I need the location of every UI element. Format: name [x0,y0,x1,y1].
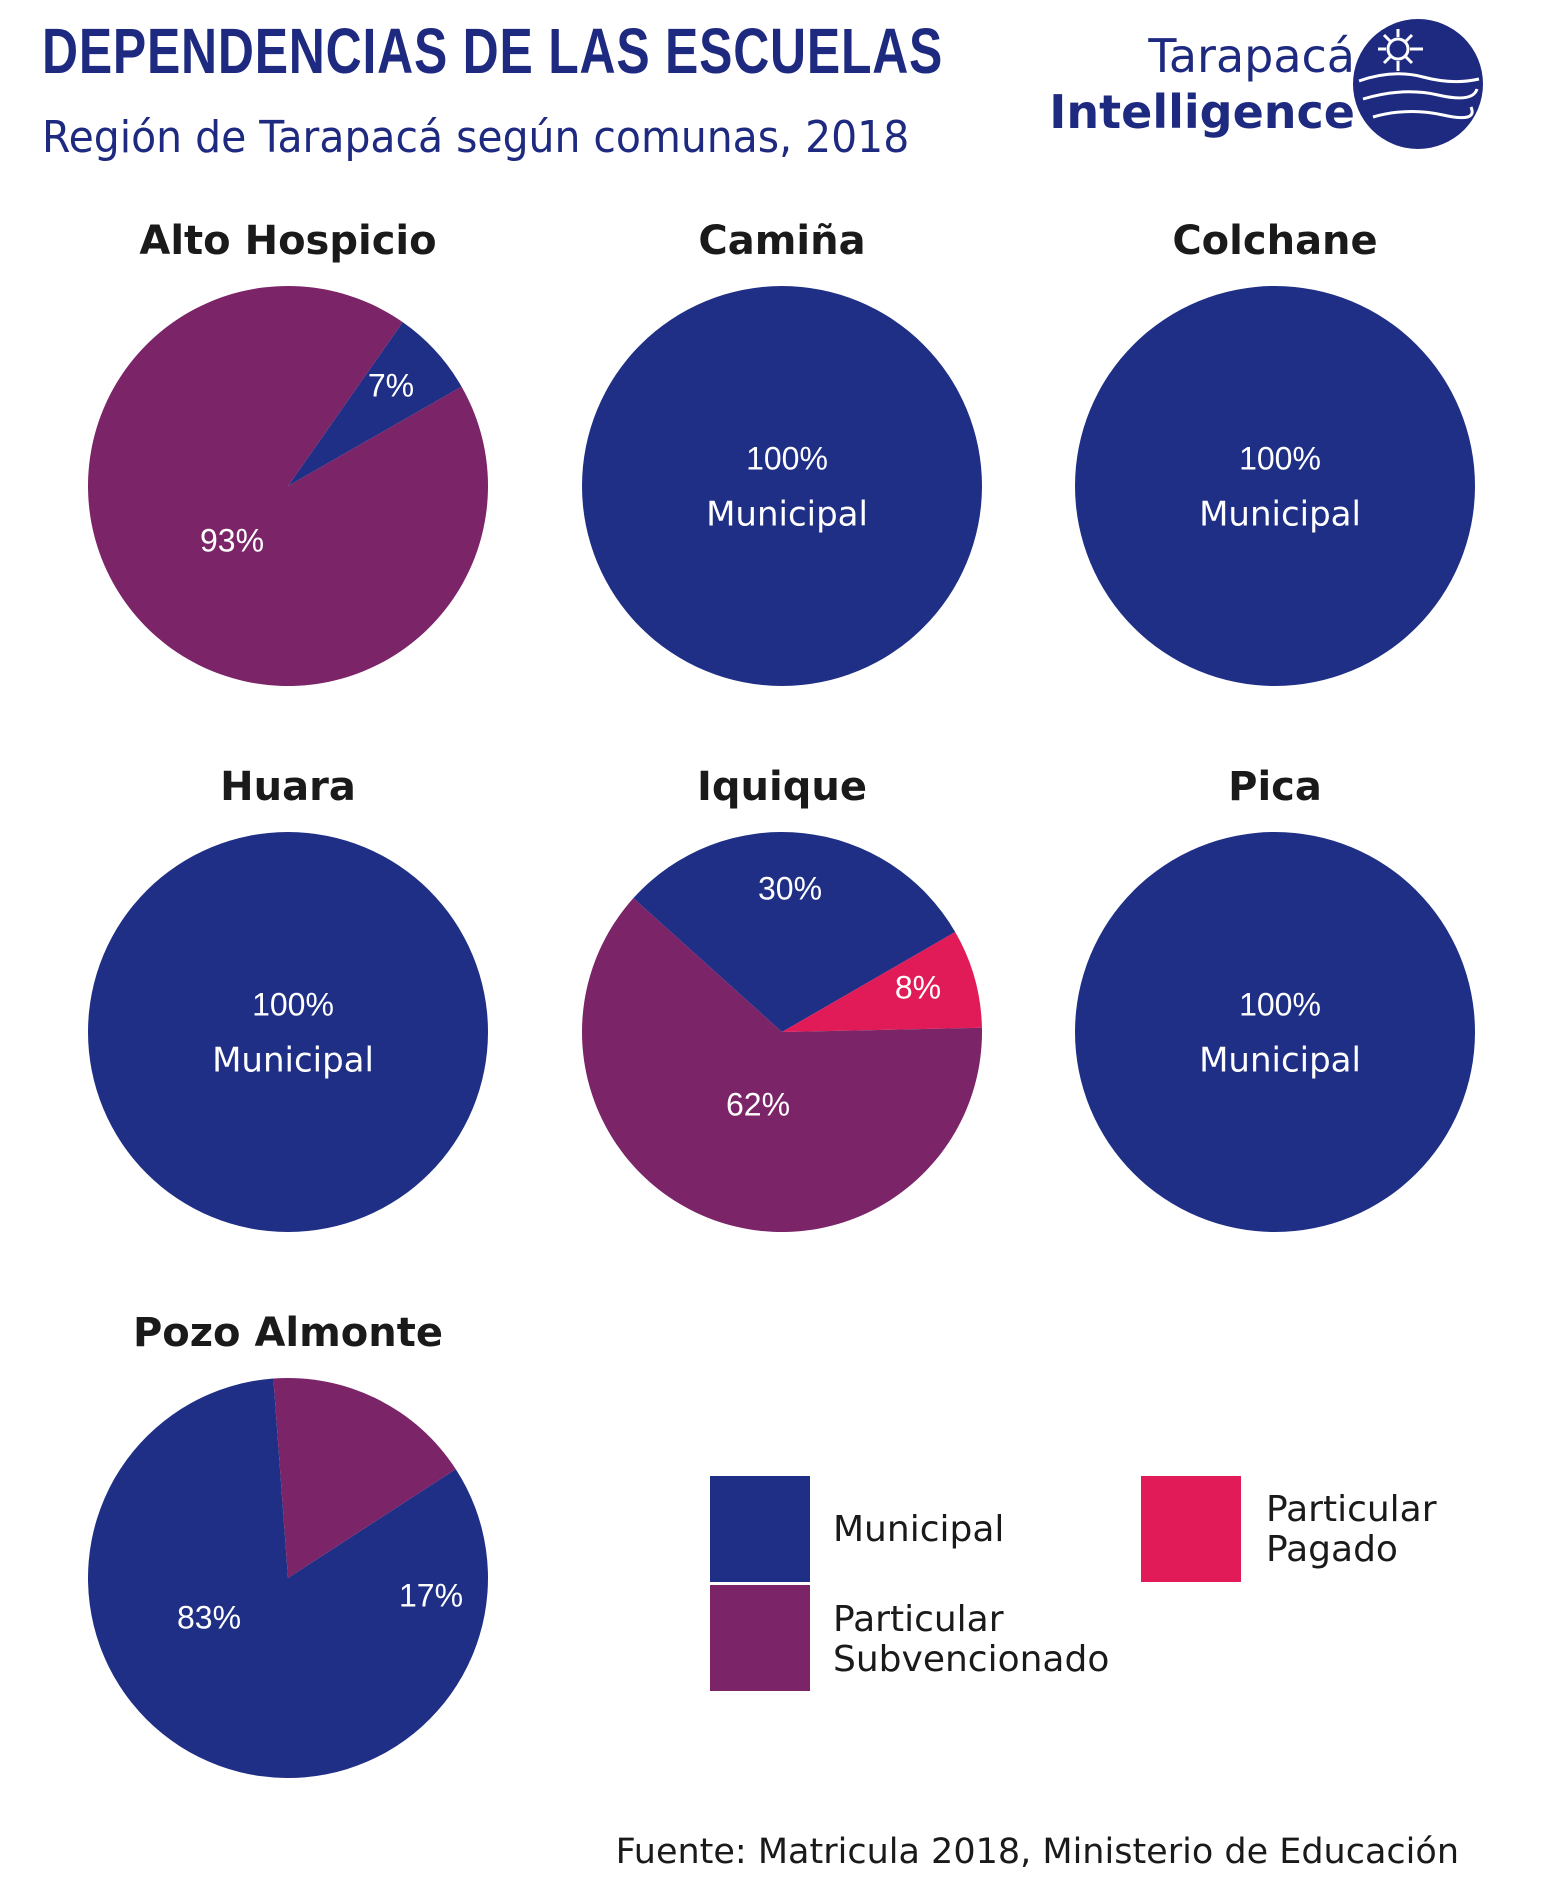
pie-data-label: 30% [758,870,822,906]
pie-data-label: 7% [368,367,414,403]
pie-slice-municipal [582,286,982,686]
pie-slice-particular-subvencionado [87,286,488,687]
legend-label-line: Subvencionado [833,1639,1110,1680]
legend-label-particular-subvencionado: Particular Subvencionado [833,1600,1109,1680]
pie-slice-municipal [87,1378,488,1778]
pie-chart-pozo-almonte: 83% 17% [87,1378,488,1778]
source-note: Fuente: Matricula 2018, Ministerio de Ed… [615,1832,1459,1872]
pie-data-label: 62% [726,1086,790,1122]
pie-slice-municipal [88,832,488,1232]
chart-title-pica: Pica [1228,764,1322,810]
legend-label-particular-pagado: Particular Pagado [1266,1490,1437,1570]
pie-chart-huara: 100% Municipal [88,832,488,1232]
pie-data-label: 83% [177,1599,241,1635]
chart-title-camina: Camiña [698,218,866,264]
pie-data-label: 100% [1239,440,1321,476]
brand-name: Tarapacá Intelligence [1049,28,1355,140]
chart-title-pozo-almonte: Pozo Almonte [132,1310,444,1356]
pie-slice-municipal [288,322,462,486]
page-title: DEPENDENCIAS DE LAS ESCUELAS [42,15,944,87]
pie-category-label: Municipal [212,1041,374,1081]
legend-label-municipal: Municipal [833,1510,1004,1550]
pie-data-label: 17% [399,1577,463,1613]
brand-line-1: Tarapacá [1148,29,1355,83]
legend-label-line: Particular [833,1599,1004,1640]
pie-category-label: Municipal [706,495,868,535]
legend-label-line: Pagado [1266,1529,1398,1570]
pie-chart-camina: 100% Municipal [582,286,982,686]
legend-swatch-municipal [710,1476,810,1582]
pie-chart-colchane: 100% Municipal [1075,286,1475,686]
pie-data-label: 100% [252,986,334,1022]
pie-slice-particular-pagado [782,932,982,1032]
pie-data-label: 100% [746,440,828,476]
chart-title-alto-hospicio: Alto Hospicio [139,218,437,264]
pie-chart-pica: 100% Municipal [1075,832,1475,1232]
legend-swatch-particular-pagado [1141,1476,1241,1582]
chart-title-iquique: Iquique [697,764,867,810]
pie-slice-particular-subvencionado [273,1378,456,1578]
pie-data-label: 8% [895,969,941,1005]
pie-chart-alto-hospicio: 7% 93% [87,286,488,687]
brand-line-2: Intelligence [1049,85,1355,139]
pie-category-label: Municipal [1199,1041,1361,1081]
tarapaca-intelligence-logo-icon [1353,19,1483,149]
legend-swatch-particular-subvencionado [710,1585,810,1691]
legend-label-line: Particular [1266,1489,1437,1530]
legend-label-line: Municipal [833,1509,1005,1550]
pie-data-label: 93% [200,522,264,558]
pie-slice-particular-subvencionado [581,898,983,1233]
pie-data-label: 100% [1239,986,1321,1022]
pie-slice-municipal [1075,832,1475,1232]
pie-slice-municipal [1075,286,1475,686]
pie-slice-municipal [633,832,956,1032]
page-subtitle: Región de Tarapacá según comunas, 2018 [42,112,910,163]
chart-title-huara: Huara [220,764,356,810]
pie-category-label: Municipal [1199,495,1361,535]
chart-title-colchane: Colchane [1172,218,1378,264]
pie-chart-iquique: 30% 8% 62% [581,832,983,1233]
